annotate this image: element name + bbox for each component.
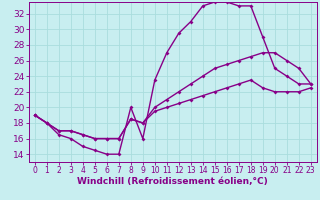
X-axis label: Windchill (Refroidissement éolien,°C): Windchill (Refroidissement éolien,°C)	[77, 177, 268, 186]
